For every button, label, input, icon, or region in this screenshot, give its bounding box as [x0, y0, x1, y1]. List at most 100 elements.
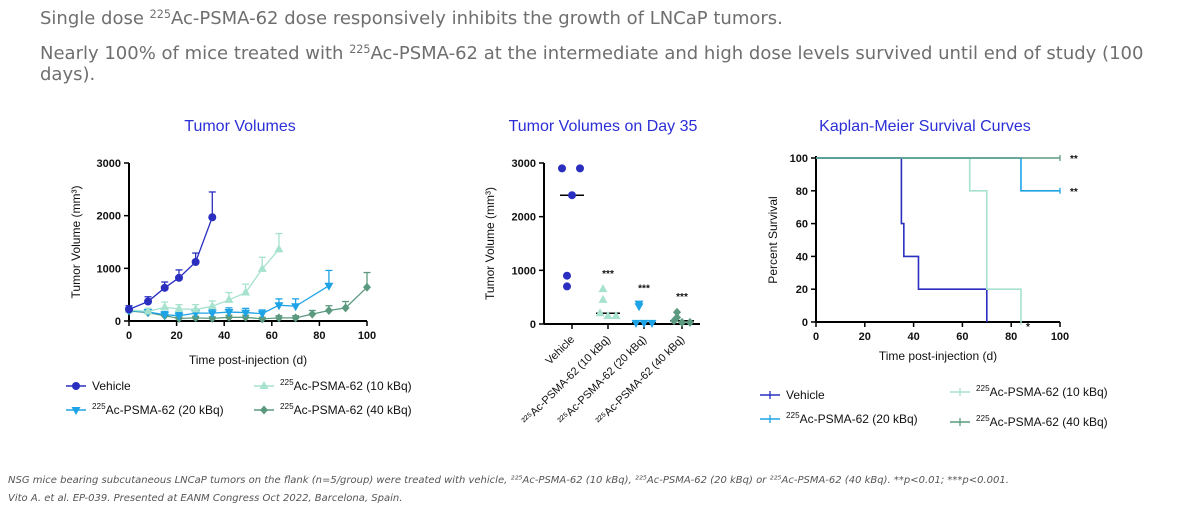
x-tick-label: 40	[907, 331, 919, 343]
legend-label: 225Ac-PSMA-62 (20 kBq)	[92, 402, 224, 417]
significance-label: ***	[602, 269, 614, 280]
y-tick-label: 60	[796, 219, 808, 231]
legend-label-text: Ac-PSMA-62 (10 kBq)	[294, 379, 412, 393]
legend-item-d10: 225Ac-PSMA-62 (10 kBq)	[950, 384, 1108, 399]
legend-item-vehicle: Vehicle	[66, 379, 131, 393]
survival-d10: *	[816, 157, 1030, 333]
legend-item-d40: 225Ac-PSMA-62 (40 kBq)	[254, 402, 412, 417]
significance-label: **	[1070, 187, 1078, 198]
legend-label: 225Ac-PSMA-62 (40 kBq)	[976, 414, 1108, 429]
significance-label: ***	[638, 284, 650, 295]
data-point	[241, 309, 251, 318]
chart-title: Tumor Volumes on Day 35	[509, 118, 698, 135]
y-axis-label: Percent Survival	[766, 196, 780, 283]
chart-title: Tumor Volumes	[184, 118, 295, 135]
legend-label-text: Ac-PSMA-62 (40 kBq)	[990, 415, 1108, 429]
data-point	[241, 287, 251, 296]
data-point	[631, 319, 641, 328]
data-point	[568, 191, 576, 200]
survival-vehicle	[816, 157, 988, 322]
data-point	[598, 284, 608, 293]
y-tick-label: 40	[796, 251, 808, 263]
data-point	[208, 313, 217, 323]
footnote-methods: NSG mice bearing subcutaneous LNCaP tumo…	[8, 475, 1009, 486]
legend-item-d10: 225Ac-PSMA-62 (10 kBq)	[254, 378, 412, 393]
headline-2: Nearly 100% of mice treated with 225Ac-P…	[40, 43, 1170, 85]
data-point	[125, 305, 133, 314]
data-point	[647, 319, 657, 328]
data-point	[291, 303, 301, 312]
x-tick-label: 80	[1005, 331, 1017, 343]
series-line	[128, 248, 280, 313]
kaplan-meier-chart: Kaplan-Meier Survival Curves 0 20 40 60 80 100…	[760, 118, 1108, 429]
significance-label: **	[1070, 154, 1078, 165]
data-point	[258, 314, 267, 324]
x-tick-label: 100	[1051, 331, 1069, 343]
data-point	[274, 302, 284, 311]
legend-label-isotope: 225	[280, 378, 294, 387]
legend-label-isotope: 225	[976, 414, 990, 423]
x-tick-label: 20	[859, 331, 871, 343]
data-point	[191, 304, 201, 313]
headline-2-isotope: 225	[349, 42, 371, 56]
footnote-citation: Vito A. et al. EP-039. Presented at EANM…	[8, 493, 403, 504]
data-point	[208, 213, 217, 222]
survival-line	[816, 157, 1022, 322]
x-axis-label: Time post-injection (d)	[879, 349, 997, 363]
day35-chart: Tumor Volumes on Day 35 0 1000 2000 3000 Tumo…	[483, 118, 700, 427]
x-tick-label: 0	[813, 331, 819, 343]
data-point	[686, 317, 694, 327]
survival-d20: **	[816, 157, 1078, 198]
headline-2-pre: Nearly 100% of mice treated with	[40, 43, 350, 64]
x-tick-label: 100	[358, 330, 376, 342]
y-axis-label: Tumor Volume (mm³)	[69, 186, 83, 299]
y-tick-label: 1000	[97, 263, 121, 275]
data-point	[224, 309, 234, 318]
data-point	[191, 258, 200, 267]
legend-label-text: Ac-PSMA-62 (10 kBq)	[990, 385, 1108, 399]
data-point	[224, 312, 233, 322]
data-point	[257, 263, 267, 272]
x-tick-label: 0	[126, 330, 132, 342]
data-point	[274, 313, 283, 323]
legend-label: 225Ac-PSMA-62 (40 kBq)	[280, 402, 412, 417]
legend-marker	[260, 405, 268, 415]
y-tick-label: 20	[796, 284, 808, 296]
headline-2-post: Ac-PSMA-62 at the intermediate and high …	[40, 43, 1144, 85]
y-tick-label: 80	[796, 186, 808, 198]
data-point	[563, 271, 571, 280]
data-point	[308, 309, 317, 319]
data-point	[324, 282, 334, 291]
data-point	[207, 301, 217, 310]
x-tick-label: 20	[170, 330, 182, 342]
legend-marker	[71, 407, 81, 415]
y-tick-label: 0	[802, 317, 808, 329]
legend-label-isotope: 225	[92, 402, 106, 411]
legend-label-text: Ac-PSMA-62 (20 kBq)	[106, 403, 224, 417]
legend-label: Vehicle	[786, 388, 825, 402]
legend-marker	[259, 381, 269, 389]
x-tick-label: 40	[218, 330, 230, 342]
data-point	[207, 310, 217, 319]
legend-label-text: Ac-PSMA-62 (40 kBq)	[294, 403, 412, 417]
data-point	[257, 310, 267, 319]
y-tick-label: 3000	[97, 158, 121, 170]
y-tick-label: 2000	[512, 212, 536, 224]
x-tick-label: 60	[956, 331, 968, 343]
data-point	[598, 294, 608, 303]
data-point	[670, 316, 678, 326]
data-point	[143, 306, 153, 315]
survival-line	[816, 157, 1060, 192]
data-point	[363, 282, 371, 292]
data-point	[639, 319, 649, 328]
significance-label: ***	[676, 292, 688, 303]
data-point	[576, 164, 584, 173]
tumor-volumes-chart: Tumor Volumes 0 1000 2000 3000 0 20 40 60 80 100 Ti…	[66, 118, 412, 417]
legend-item-vehicle: Vehicle	[760, 388, 825, 402]
significance-label: *	[1026, 322, 1030, 333]
legend-label: 225Ac-PSMA-62 (10 kBq)	[280, 378, 412, 393]
survival-d40: **	[816, 154, 1078, 165]
data-point	[673, 307, 681, 317]
chart-title: Kaplan-Meier Survival Curves	[819, 118, 1031, 135]
